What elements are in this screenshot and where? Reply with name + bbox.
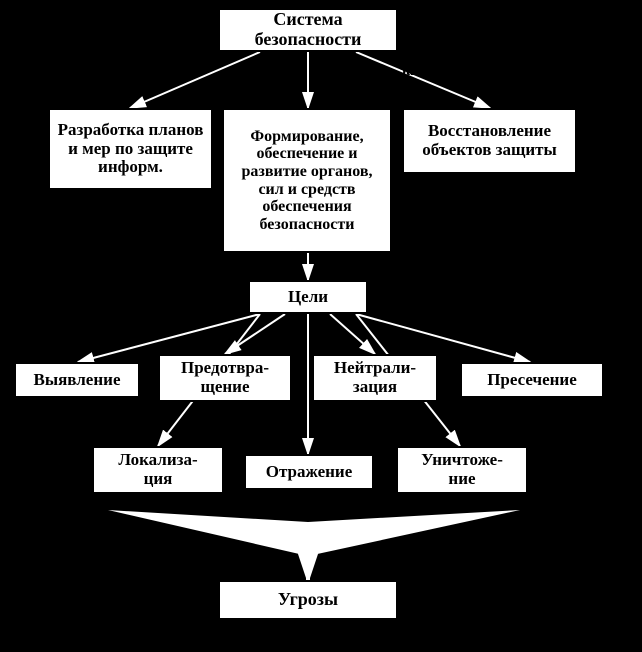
funnel-shape: [108, 510, 520, 556]
node-goal1: Выявление: [14, 362, 140, 398]
edge-goals-goal3: [330, 314, 375, 354]
node-task1: Разработка планов и мер по защите информ…: [48, 108, 213, 190]
node-task3: Восстановление объектов защиты: [402, 108, 577, 174]
node-root: Система безопасности: [218, 8, 398, 52]
node-goal3: Нейтрали- зация: [312, 354, 438, 402]
connector-layer: [0, 0, 642, 652]
node-task2: Формирование, обеспечение и развитие орг…: [222, 108, 392, 253]
node-tasks_label: Задачи: [388, 62, 458, 82]
node-goal2: Предотвра- щение: [158, 354, 292, 402]
edge-root-task1: [130, 52, 260, 108]
edge-goals-goal2: [225, 314, 285, 354]
node-goal4: Пресечение: [460, 362, 604, 398]
node-threats: Угрозы: [218, 580, 398, 620]
node-goals: Цели: [248, 280, 368, 314]
node-goal7: Уничтоже- ние: [396, 446, 528, 494]
node-goal5: Локализа- ция: [92, 446, 224, 494]
node-goal6: Отражение: [244, 454, 374, 490]
